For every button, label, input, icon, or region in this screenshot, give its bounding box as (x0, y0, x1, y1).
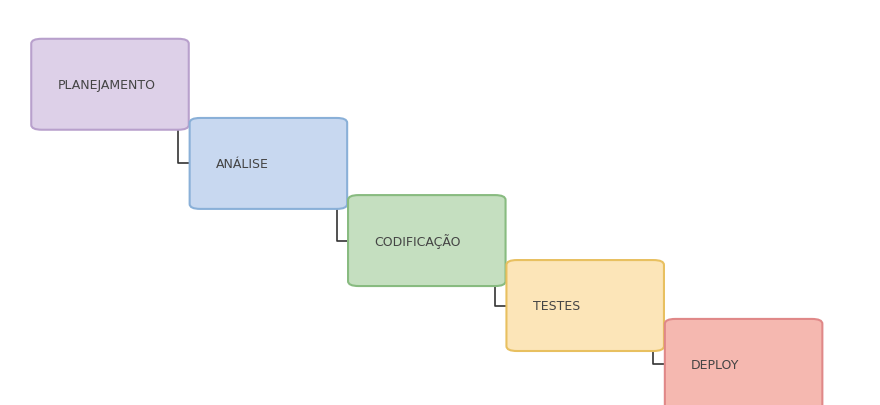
FancyBboxPatch shape (507, 260, 664, 351)
Text: PLANEJAMENTO: PLANEJAMENTO (58, 79, 156, 92)
FancyBboxPatch shape (665, 319, 822, 405)
FancyBboxPatch shape (348, 196, 505, 286)
Text: CODIFICAÇÃO: CODIFICAÇÃO (375, 234, 461, 248)
FancyBboxPatch shape (189, 119, 347, 209)
Text: ANÁLISE: ANÁLISE (216, 158, 269, 171)
Text: DEPLOY: DEPLOY (692, 358, 739, 371)
FancyBboxPatch shape (32, 40, 189, 130)
Text: TESTES: TESTES (533, 299, 580, 312)
